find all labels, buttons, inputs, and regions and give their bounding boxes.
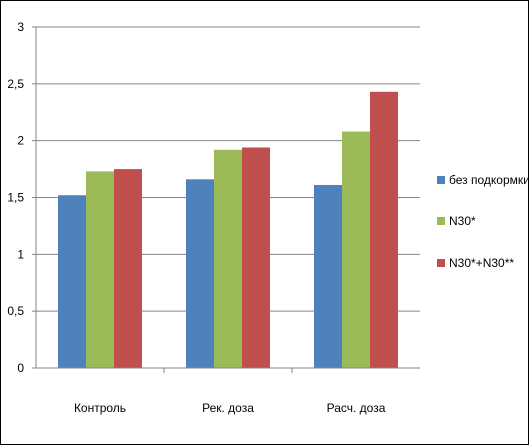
bar-1-3 [314,184,342,368]
legend-swatch [437,176,445,184]
legend-swatch [437,217,445,225]
y-tick-label: 0 [17,361,24,375]
axes [35,27,420,369]
y-tick-label: 3 [17,20,24,34]
y-tick-label: 2,5 [7,77,24,91]
y-tick-label: 1 [17,247,24,261]
y-tick-label: 2 [17,134,24,148]
bar-3-1 [114,169,142,368]
legend-label: N30*+N30** [449,256,514,270]
legend: без подкормки N30* N30*+N30** [437,173,530,270]
legend-swatch [437,259,445,267]
x-tick-label: Контроль [74,401,126,415]
bar-1-2 [186,179,214,368]
x-tick-label: Расч. доза [327,401,386,415]
bar-3-2 [242,147,270,368]
x-tick-labels: Контроль Рек. доза Расч. доза [74,401,386,415]
y-tick-label: 0,5 [7,304,24,318]
bar-3-3 [370,91,398,368]
bar-2-1 [86,171,114,368]
x-tick-label: Рек. доза [202,401,254,415]
legend-label: N30* [449,214,476,228]
y-tick-labels: 0 0,5 1 1,5 2 2,5 3 [7,20,24,375]
bar-1-1 [58,195,86,368]
bar-2-3 [342,131,370,368]
bar-2-2 [214,149,242,368]
legend-label: без подкормки [449,173,530,187]
y-tick-label: 1,5 [7,191,24,205]
bars [58,91,398,368]
